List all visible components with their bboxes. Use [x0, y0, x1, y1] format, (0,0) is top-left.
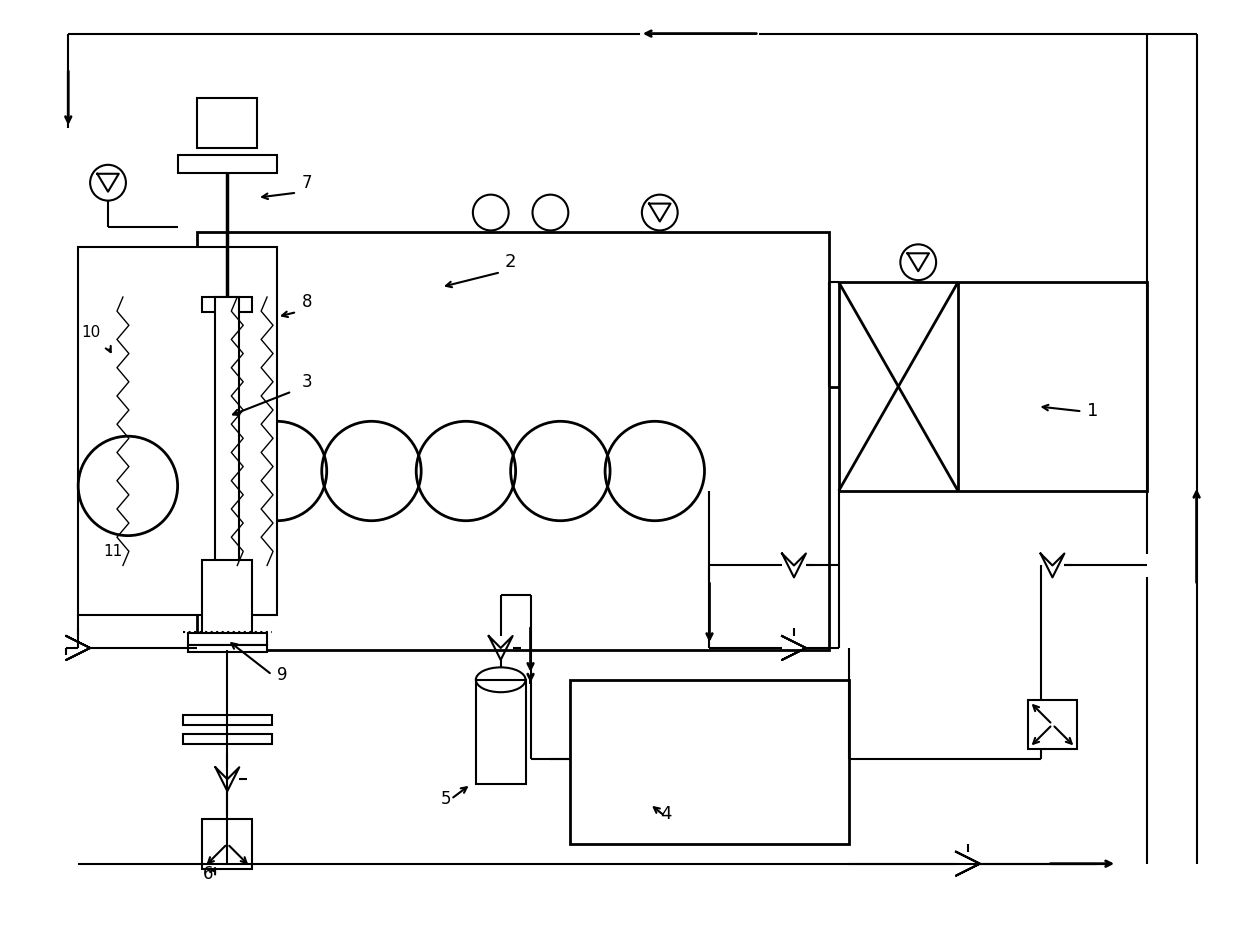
Bar	[202, 297, 252, 312]
Text: 5: 5	[441, 790, 451, 808]
Bar	[216, 297, 239, 566]
Bar	[197, 233, 828, 650]
Bar	[177, 155, 277, 173]
Bar	[197, 98, 257, 148]
Text: 1: 1	[1087, 402, 1099, 420]
Bar	[182, 714, 272, 725]
Bar	[1028, 700, 1078, 749]
Text: 10: 10	[81, 324, 100, 340]
Bar	[202, 819, 252, 868]
Text: 4: 4	[660, 805, 671, 823]
Bar	[187, 633, 267, 645]
Bar	[78, 247, 277, 615]
Bar	[182, 734, 272, 745]
Text: 6: 6	[202, 865, 213, 883]
Text: 11: 11	[103, 544, 123, 558]
Text: 7: 7	[301, 174, 312, 192]
Bar	[202, 560, 252, 635]
Text: 8: 8	[301, 293, 312, 311]
Text: 2: 2	[505, 254, 516, 272]
Text: 9: 9	[277, 666, 288, 684]
Bar	[187, 645, 267, 652]
Bar	[570, 680, 848, 844]
Bar	[476, 680, 526, 784]
Text: 3: 3	[301, 373, 312, 391]
Bar	[838, 282, 1147, 491]
